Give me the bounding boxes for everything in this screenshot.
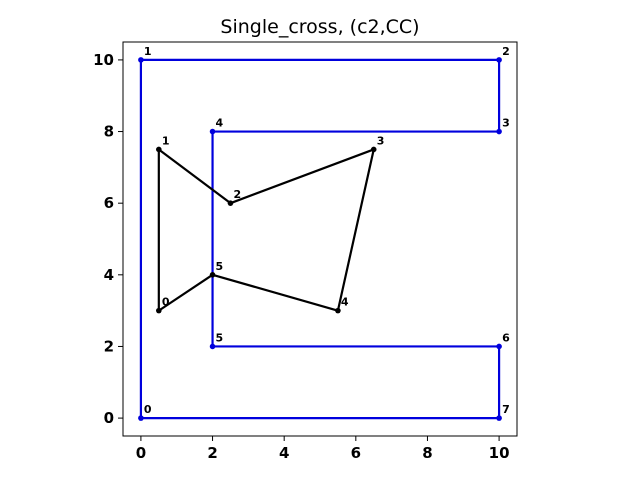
series-0-point-7 [496, 415, 502, 421]
series-0-point-4 [209, 128, 216, 135]
series-0-point-1 [138, 57, 144, 63]
series-1-point-label-3: 3 [377, 134, 385, 147]
chart-title: Single_cross, (c2,CC) [220, 16, 419, 38]
series-1-segment-5 [157, 273, 214, 312]
series-1-point-2 [227, 200, 234, 206]
series-1-point-label-1: 1 [162, 134, 170, 147]
x-tick-label: 6 [351, 444, 361, 462]
series-1-point-label-2: 2 [233, 188, 241, 201]
series-1-segment-4 [211, 273, 340, 312]
series-0-point-label-6: 6 [502, 331, 510, 344]
plot-area: 0 1 2 3 4 5 6 7 0 1 2 3 4 5 [138, 45, 510, 421]
series-0-point-6 [496, 343, 502, 350]
series-0-point-label-2: 2 [502, 45, 510, 58]
series-1-point-label-4: 4 [341, 296, 349, 309]
series-1-point-4 [335, 307, 341, 314]
series-1-point-1 [156, 146, 162, 153]
series-0-point-3 [496, 128, 502, 135]
series-0-point-label-4: 4 [216, 117, 224, 130]
series-1-segment-1 [157, 148, 232, 205]
series-0-point-label-7: 7 [502, 403, 510, 416]
series-0-point-0 [138, 415, 144, 421]
series-0-point-label-0: 0 [144, 403, 152, 416]
plot-frame [122, 41, 518, 437]
x-tick-label: 8 [422, 444, 432, 462]
series-1-segment-3 [336, 148, 375, 312]
x-tick-label: 4 [279, 444, 289, 462]
series-1-segment-2 [229, 148, 375, 205]
x-tick-label: 0 [136, 444, 146, 462]
series-0-point-label-5: 5 [216, 331, 224, 344]
y-tick-label: 8 [104, 123, 114, 141]
series-1-point-label-0: 0 [162, 296, 170, 309]
series-0-point-label-1: 1 [144, 45, 152, 58]
x-tick-label: 2 [207, 444, 217, 462]
series-1-point-5 [209, 272, 216, 278]
y-tick-label: 2 [104, 337, 114, 355]
series-0-point-5 [209, 343, 216, 350]
series-0-point-2 [496, 57, 502, 63]
y-tick-label: 6 [104, 194, 114, 212]
y-tick-label: 10 [93, 51, 114, 69]
y-tick-label: 4 [104, 266, 114, 284]
series-1-point-3 [370, 146, 377, 153]
series-1-point-label-5: 5 [216, 260, 224, 273]
x-tick-label: 10 [489, 444, 510, 462]
y-tick-label: 0 [104, 409, 114, 427]
series-0-point-label-3: 3 [502, 117, 510, 130]
series-1-point-0 [156, 307, 162, 314]
